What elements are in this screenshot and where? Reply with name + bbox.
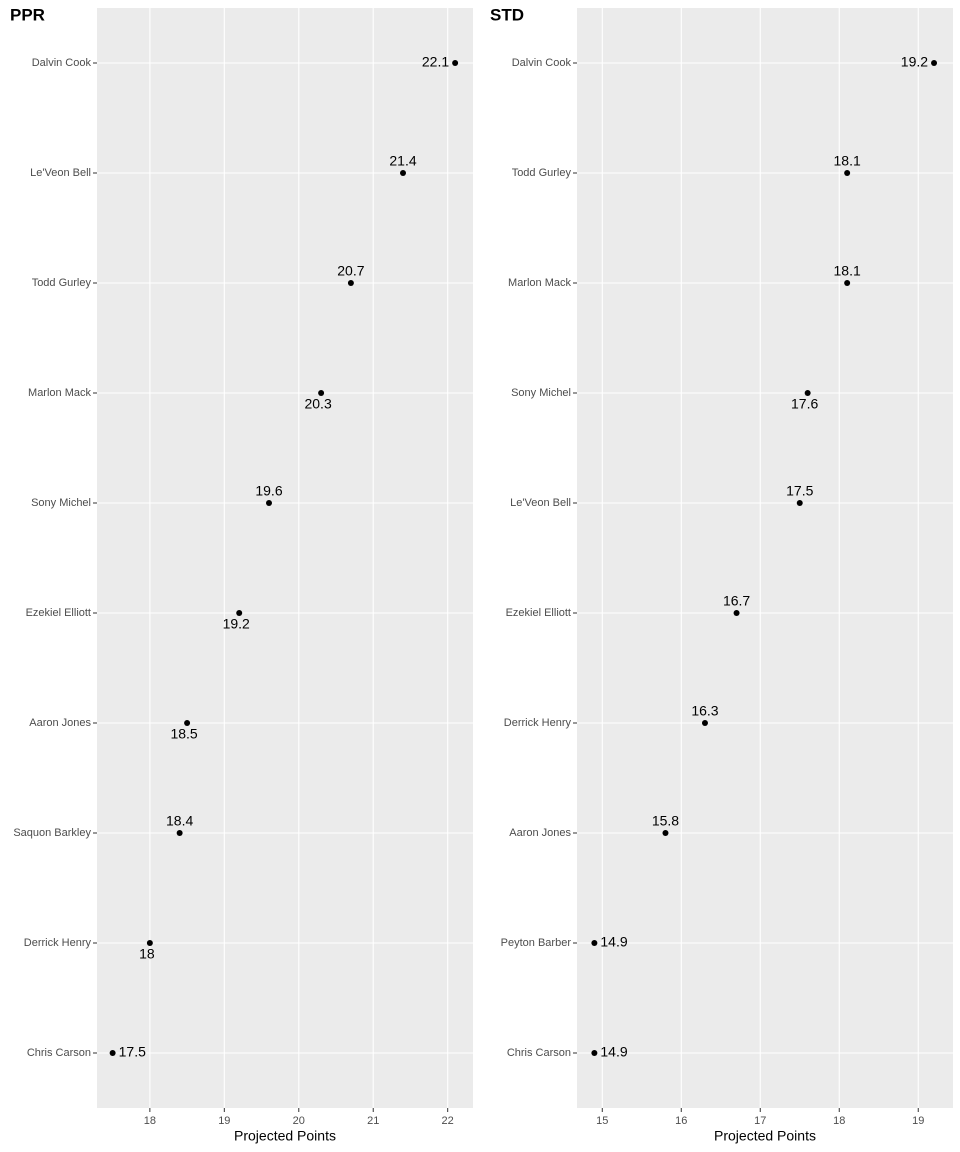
dot bbox=[844, 280, 851, 286]
dot bbox=[591, 1050, 598, 1056]
x-tick-label: 16 bbox=[675, 1115, 687, 1127]
dot bbox=[265, 500, 272, 506]
x-tick-label: 15 bbox=[596, 1115, 608, 1127]
dot bbox=[400, 170, 407, 176]
y-tick-label: Le'Veon Bell bbox=[510, 497, 571, 509]
y-tick-label: Sony Michel bbox=[31, 497, 91, 509]
panel-title: STD bbox=[490, 5, 524, 24]
x-tick-label: 18 bbox=[833, 1115, 845, 1127]
data-label: 19.2 bbox=[223, 616, 250, 632]
x-tick-label: 21 bbox=[367, 1115, 379, 1127]
x-tick-label: 19 bbox=[912, 1115, 924, 1127]
y-tick-label: Dalvin Cook bbox=[512, 57, 572, 69]
dot bbox=[844, 170, 851, 176]
dot bbox=[733, 610, 740, 616]
panel-background bbox=[577, 8, 953, 1108]
dot bbox=[318, 390, 325, 396]
x-tick-label: 19 bbox=[218, 1115, 230, 1127]
data-label: 14.9 bbox=[600, 1044, 627, 1060]
dot bbox=[176, 830, 183, 836]
x-tick-label: 20 bbox=[293, 1115, 305, 1127]
data-label: 16.7 bbox=[723, 593, 750, 609]
data-label: 16.3 bbox=[691, 703, 718, 719]
data-label: 19.2 bbox=[901, 54, 928, 70]
y-tick-label: Derrick Henry bbox=[504, 717, 572, 729]
y-tick-label: Peyton Barber bbox=[501, 937, 572, 949]
data-label: 18.1 bbox=[834, 263, 861, 279]
data-label: 18.4 bbox=[166, 813, 193, 829]
data-label: 18.5 bbox=[170, 726, 197, 742]
y-tick-label: Derrick Henry bbox=[24, 937, 92, 949]
dot bbox=[796, 500, 803, 506]
y-tick-label: Todd Gurley bbox=[32, 277, 92, 289]
data-label: 19.6 bbox=[255, 483, 282, 499]
dot bbox=[591, 940, 598, 946]
dot bbox=[109, 1050, 116, 1056]
data-label: 18 bbox=[139, 946, 155, 962]
x-tick-label: 22 bbox=[442, 1115, 454, 1127]
dot bbox=[347, 280, 354, 286]
data-label: 17.5 bbox=[786, 483, 813, 499]
dot bbox=[452, 60, 459, 66]
y-tick-label: Le'Veon Bell bbox=[30, 167, 91, 179]
data-label: 17.5 bbox=[119, 1044, 146, 1060]
data-label: 14.9 bbox=[600, 934, 627, 950]
dot bbox=[804, 390, 811, 396]
dot bbox=[184, 720, 191, 726]
data-label: 20.7 bbox=[337, 263, 364, 279]
y-tick-label: Todd Gurley bbox=[512, 167, 572, 179]
dot bbox=[931, 60, 938, 66]
x-axis-title: Projected Points bbox=[714, 1128, 816, 1144]
y-tick-label: Marlon Mack bbox=[508, 277, 571, 289]
y-tick-label: Chris Carson bbox=[27, 1047, 91, 1059]
x-tick-label: 17 bbox=[754, 1115, 766, 1127]
dot bbox=[236, 610, 243, 616]
y-tick-label: Ezekiel Elliott bbox=[26, 607, 91, 619]
dot bbox=[701, 720, 708, 726]
y-tick-label: Chris Carson bbox=[507, 1047, 571, 1059]
data-label: 17.6 bbox=[791, 396, 818, 412]
y-tick-label: Marlon Mack bbox=[28, 387, 91, 399]
x-axis-title: Projected Points bbox=[234, 1128, 336, 1144]
x-tick-label: 18 bbox=[144, 1115, 156, 1127]
y-tick-label: Sony Michel bbox=[511, 387, 571, 399]
data-label: 22.1 bbox=[422, 54, 449, 70]
y-tick-label: Dalvin Cook bbox=[32, 57, 92, 69]
y-tick-label: Aaron Jones bbox=[509, 827, 571, 839]
data-label: 20.3 bbox=[304, 396, 331, 412]
panel-title: PPR bbox=[10, 5, 45, 24]
y-tick-label: Ezekiel Elliott bbox=[506, 607, 571, 619]
dot bbox=[662, 830, 669, 836]
data-label: 21.4 bbox=[389, 153, 416, 169]
y-tick-label: Saquon Barkley bbox=[13, 827, 91, 839]
data-label: 15.8 bbox=[652, 813, 679, 829]
panel-background bbox=[97, 8, 473, 1108]
dot bbox=[146, 940, 153, 946]
y-tick-label: Aaron Jones bbox=[29, 717, 91, 729]
data-label: 18.1 bbox=[834, 153, 861, 169]
